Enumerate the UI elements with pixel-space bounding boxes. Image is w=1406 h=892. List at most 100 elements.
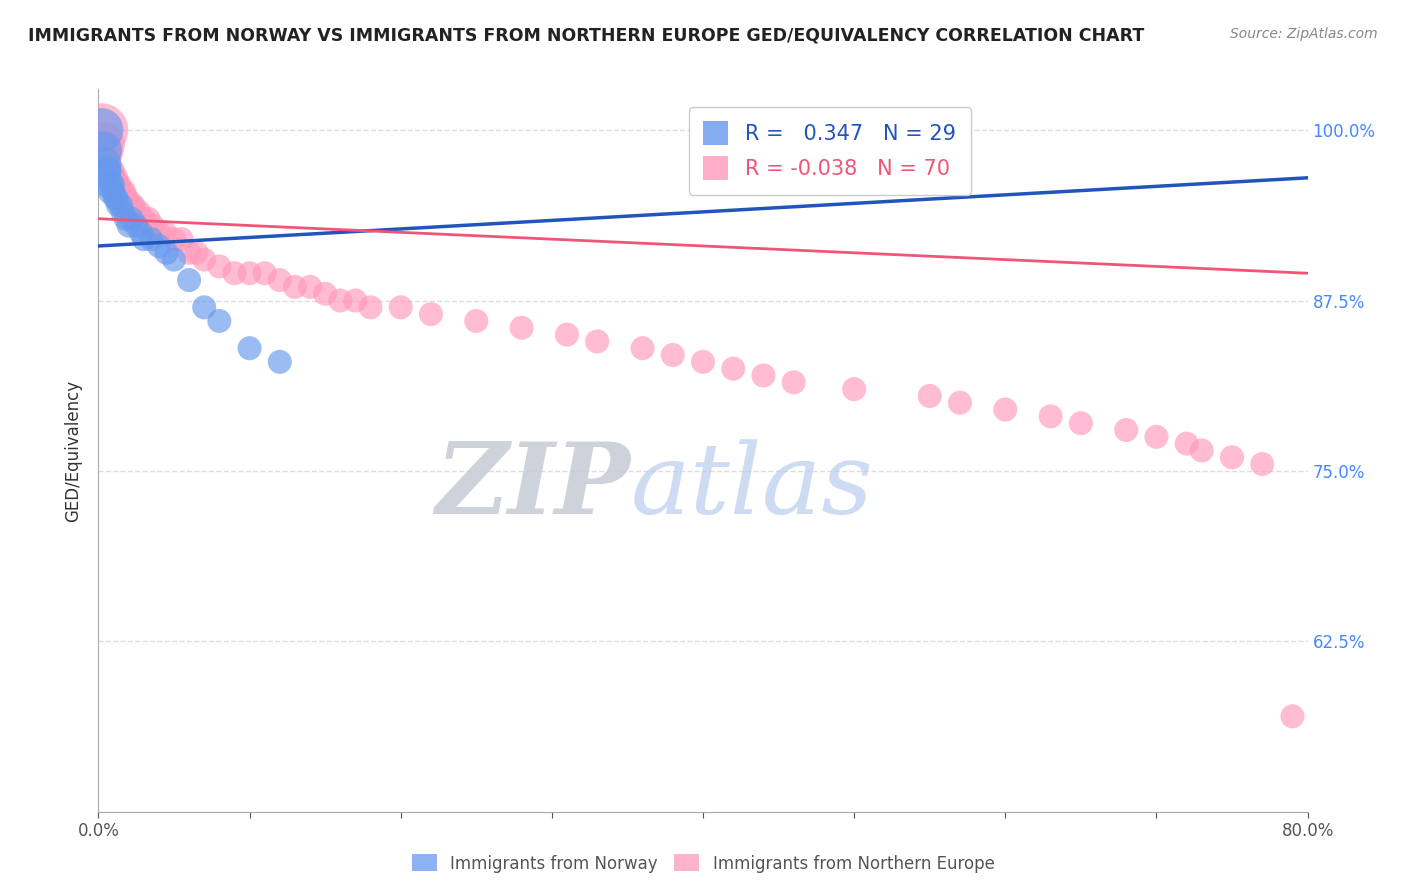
Point (253, 266, 276, 280)
Point (299, 280, 322, 294)
Point (100, 164, 122, 178)
Point (555, 327, 578, 342)
Point (918, 389, 941, 403)
Text: Source: ZipAtlas.com: Source: ZipAtlas.com (1230, 27, 1378, 41)
Point (101, 164, 124, 178)
Point (122, 198, 145, 212)
Point (148, 225, 170, 239)
Point (284, 280, 307, 294)
Point (510, 320, 533, 334)
Point (179, 273, 201, 287)
Point (125, 205, 148, 219)
Point (120, 198, 142, 212)
Point (94, 164, 117, 178)
Legend: Immigrants from Norway, Immigrants from Northern Europe: Immigrants from Norway, Immigrants from … (405, 847, 1001, 880)
Point (118, 219, 141, 233)
Point (208, 260, 231, 274)
Point (98, 164, 121, 178)
Point (142, 219, 165, 233)
Point (1115, 423, 1137, 437)
Point (128, 205, 150, 219)
Point (101, 178, 124, 192)
Point (155, 245, 177, 260)
Text: IMMIGRANTS FROM NORWAY VS IMMIGRANTS FROM NORTHERN EUROPE GED/EQUIVALENCY CORREL: IMMIGRANTS FROM NORWAY VS IMMIGRANTS FRO… (28, 27, 1144, 45)
Point (661, 348, 683, 362)
Point (752, 368, 775, 383)
Point (100, 185, 122, 199)
Point (186, 245, 208, 260)
Point (129, 225, 152, 239)
Point (103, 185, 125, 199)
Point (1281, 709, 1303, 723)
Point (329, 293, 352, 308)
Point (148, 239, 170, 253)
Point (269, 355, 291, 369)
Point (170, 232, 193, 246)
Point (111, 185, 134, 199)
Point (125, 219, 148, 233)
Point (132, 232, 155, 246)
Point (121, 198, 143, 212)
Point (112, 185, 135, 199)
Point (141, 232, 163, 246)
Point (132, 211, 155, 226)
Legend: R =   0.347   N = 29, R = -0.038   N = 70: R = 0.347 N = 29, R = -0.038 N = 70 (689, 107, 970, 194)
Point (783, 376, 806, 390)
Point (96, 157, 118, 171)
Point (420, 307, 443, 321)
Point (98, 178, 121, 192)
Point (994, 402, 1017, 417)
Point (1191, 443, 1213, 458)
Point (193, 252, 215, 267)
Point (1144, 430, 1167, 444)
Point (193, 301, 215, 315)
Point (91, 144, 114, 158)
Point (118, 198, 141, 212)
Point (103, 170, 125, 185)
Text: ZIP: ZIP (436, 438, 630, 535)
Point (108, 178, 131, 192)
Point (107, 178, 129, 192)
Point (104, 170, 127, 185)
Point (224, 266, 246, 280)
Point (96, 164, 118, 178)
Point (163, 252, 186, 267)
Point (586, 334, 609, 349)
Point (136, 211, 159, 226)
Point (844, 382, 866, 396)
Point (93, 157, 115, 171)
Point (1175, 436, 1198, 450)
Point (121, 211, 143, 226)
Point (389, 301, 412, 315)
Point (465, 314, 488, 328)
Point (239, 266, 262, 280)
Point (114, 211, 136, 226)
Point (949, 396, 972, 410)
Point (314, 286, 336, 301)
Point (111, 205, 134, 219)
Point (723, 361, 745, 376)
Point (1039, 409, 1062, 424)
Point (239, 341, 262, 355)
Point (692, 355, 714, 369)
Point (153, 225, 176, 239)
Point (1251, 457, 1274, 471)
Point (105, 191, 128, 205)
Point (107, 198, 129, 212)
Point (1220, 450, 1243, 465)
Point (115, 191, 138, 205)
Point (163, 232, 186, 246)
Point (105, 178, 128, 192)
Point (93, 144, 115, 158)
Point (179, 245, 201, 260)
Point (208, 314, 231, 328)
Point (1070, 416, 1092, 430)
Point (90, 123, 112, 137)
Point (631, 341, 654, 355)
Point (91, 136, 114, 151)
Point (114, 191, 136, 205)
Point (94, 150, 117, 164)
Point (110, 198, 132, 212)
Point (269, 273, 291, 287)
Point (360, 301, 382, 315)
